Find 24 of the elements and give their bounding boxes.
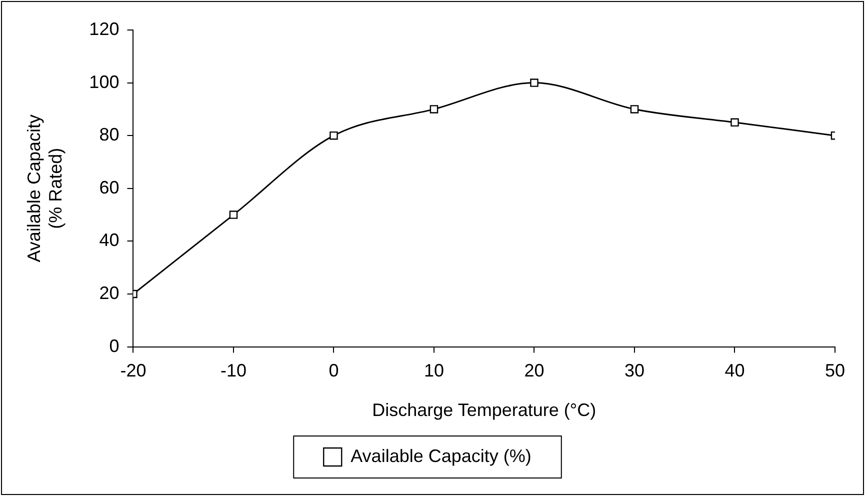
point <box>330 131 338 140</box>
y-axis-title: Available Capacity (% Rated) <box>24 114 66 262</box>
x-tick-label: 50 <box>824 360 846 381</box>
y-tick-label: 20 <box>99 282 120 303</box>
x-tick-label: -20 <box>120 360 146 381</box>
y-tick-label: 100 <box>89 72 120 92</box>
point <box>430 105 438 114</box>
x-tick-label: 30 <box>624 360 645 381</box>
x-axis-title: Discharge Temperature (°C) <box>372 400 596 420</box>
point <box>229 210 238 219</box>
y-tick-label: 120 <box>89 18 120 39</box>
y-tick-label: 80 <box>99 124 120 145</box>
y-tick-label: 40 <box>99 230 120 250</box>
x-tick-label: 10 <box>424 360 444 381</box>
x-tick-label: 20 <box>524 360 544 381</box>
x-tick-label: -10 <box>220 360 246 381</box>
point <box>630 105 639 114</box>
point <box>530 78 538 87</box>
point <box>730 118 739 127</box>
x-tick-label: 0 <box>328 360 339 381</box>
y-tick-label: 60 <box>99 177 120 198</box>
y-tick-label: 0 <box>109 336 120 356</box>
legend-label: Available Capacity (%) <box>350 446 532 466</box>
x-tick-label: 40 <box>724 360 745 381</box>
